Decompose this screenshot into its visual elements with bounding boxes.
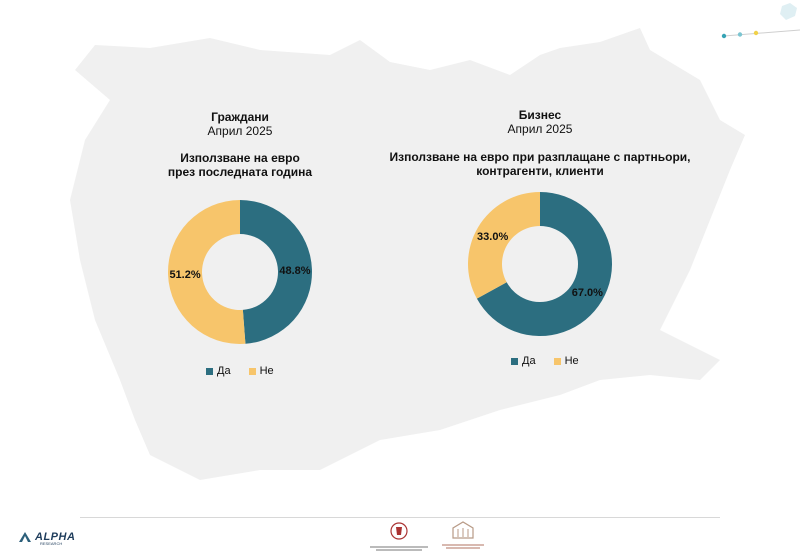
legend-swatch-yes xyxy=(206,367,213,375)
left-question: Използване на евро през последната годин… xyxy=(110,151,370,179)
left-donut-chart: 48.8% 51.2% xyxy=(168,200,313,344)
right-question-line2: контрагенти, клиенти xyxy=(476,164,604,178)
right-legend: Да Не xyxy=(511,355,597,367)
left-legend: Да Не xyxy=(206,365,292,377)
central-bank-seal-icon xyxy=(452,521,474,539)
alpha-research-logo: ALPHA RESEARCH xyxy=(18,531,76,546)
logo-text: ALPHA xyxy=(35,531,76,543)
left-header: Граждани Април 2025 xyxy=(140,110,340,138)
right-donut-chart: 67.0% 33.0% xyxy=(468,192,612,336)
data-label-yes: 67.0% xyxy=(572,287,603,299)
data-label-no: 51.2% xyxy=(169,269,200,281)
legend-swatch-no xyxy=(248,367,256,375)
right-question: Използване на евро при разплащане с парт… xyxy=(370,150,710,178)
data-label-yes: 48.8% xyxy=(279,265,310,277)
ministry-seal-caption xyxy=(366,545,432,552)
right-header: Бизнес Април 2025 xyxy=(440,108,640,136)
legend-label-no: Не xyxy=(259,365,274,377)
ministry-seal-icon xyxy=(390,522,408,540)
left-question-line2: през последната година xyxy=(167,165,313,179)
left-question-line1: Използване на евро xyxy=(180,151,300,165)
central-bank-seal-caption xyxy=(438,543,488,550)
logo-subtext: RESEARCH xyxy=(40,541,63,546)
donut-slice-no xyxy=(468,192,540,299)
legend-swatch-yes xyxy=(511,357,518,365)
donut-slice-no xyxy=(168,200,246,344)
footer-divider xyxy=(80,517,720,518)
left-group-title: Граждани xyxy=(211,110,269,124)
legend-item-no: Не xyxy=(248,365,274,377)
right-period: Април 2025 xyxy=(507,122,573,136)
corner-decoration xyxy=(721,3,800,39)
legend-swatch-no xyxy=(553,357,561,365)
legend-label-yes: Да xyxy=(217,365,231,377)
legend-item-no: Не xyxy=(553,355,579,367)
right-group-title: Бизнес xyxy=(518,108,562,122)
legend-label-no: Не xyxy=(564,355,579,367)
donut-slice-yes xyxy=(476,192,612,336)
alpha-logo-icon xyxy=(19,532,31,542)
legend-item-yes: Да xyxy=(511,355,536,367)
left-period: Април 2025 xyxy=(207,124,273,138)
legend-item-yes: Да xyxy=(206,365,231,377)
donut-slice-yes xyxy=(240,200,313,344)
right-question-line1: Използване на евро при разплащане с парт… xyxy=(389,150,691,164)
legend-label-yes: Да xyxy=(522,355,536,367)
data-label-no: 33.0% xyxy=(477,231,508,243)
